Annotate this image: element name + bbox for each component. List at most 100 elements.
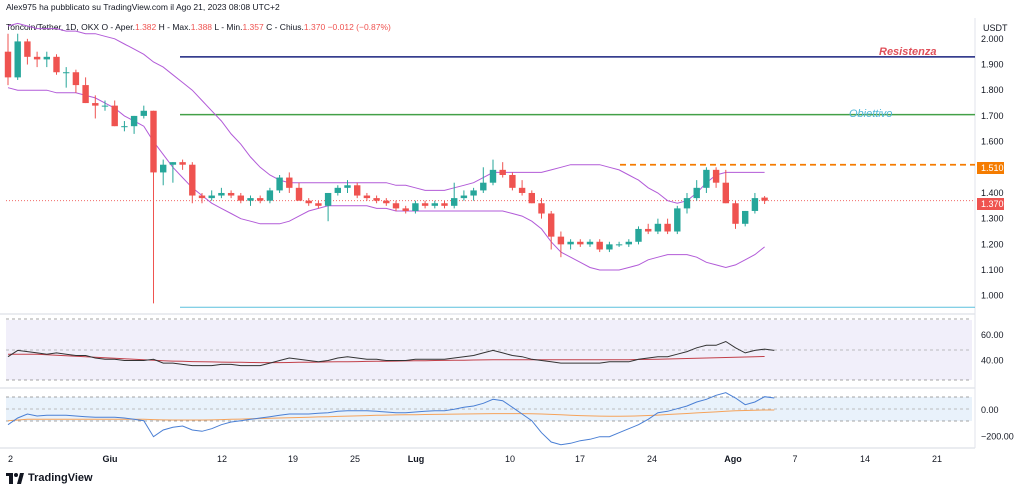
candle-body (363, 195, 371, 199)
open-value: 1.382 (134, 22, 157, 32)
price-tick-label: 1.400 (981, 188, 1004, 198)
close-label: C - Chius. (266, 22, 304, 32)
time-tick-label: 25 (350, 454, 360, 464)
candle-body (305, 200, 312, 204)
time-tick-label: Ago (724, 454, 742, 464)
candle-body (615, 244, 623, 246)
candle-body (4, 51, 12, 78)
candle-body (586, 241, 594, 245)
currency-label: USDT (983, 23, 1008, 33)
candle-body (160, 164, 167, 173)
low-value: 1.357 (242, 22, 264, 32)
time-tick-label: 10 (505, 454, 515, 464)
candle-body (334, 187, 341, 193)
candle-body (189, 164, 196, 196)
time-tick-label: 21 (932, 454, 942, 464)
osc-tick-label: −200.00 (981, 432, 1014, 442)
resistance-annotation: Resistenza (879, 46, 936, 58)
high-label: H - Max. (158, 22, 191, 32)
candle-body (412, 203, 419, 211)
candle-body (286, 177, 293, 188)
level-price-tag-bg (977, 162, 1004, 174)
time-tick-label: 7 (792, 454, 797, 464)
candle-body (130, 115, 138, 127)
rsi-tick-label: 60.00 (981, 330, 1004, 340)
publisher-text: Alex975 ha pubblicato su TradingView.com… (6, 2, 280, 12)
candle-body (101, 105, 109, 107)
candle-body (92, 103, 99, 106)
candle-body (392, 203, 400, 209)
candle-body (266, 190, 274, 201)
candle-body (761, 197, 768, 201)
candle-body (606, 244, 613, 250)
candle-body (683, 198, 691, 209)
candle-body (567, 241, 574, 245)
candle-body (237, 195, 244, 201)
last-price-tag-bg (977, 198, 1004, 210)
price-tick-label: 1.900 (981, 60, 1004, 70)
candle-body (111, 105, 118, 127)
candle-body (538, 203, 545, 214)
price-tick-label: 1.600 (981, 137, 1004, 147)
candle-body (645, 228, 652, 232)
candle-body (635, 228, 642, 242)
candle-body (732, 203, 739, 224)
close-value: 1.370 (303, 22, 326, 32)
candle-body (14, 41, 21, 78)
candle-body (218, 192, 225, 196)
change-value: −0.012 (−0.87%) (327, 22, 391, 32)
time-tick-label: 2 (8, 454, 13, 464)
high-value: 1.388 (190, 22, 213, 32)
last-price-tag: 1.370 (981, 199, 1004, 209)
tradingview-logo-icon (6, 472, 24, 484)
candle-body (460, 195, 468, 199)
symbol-text: Toncoin/Tether, 1D, OKX O - Aper. (6, 22, 135, 32)
candle-body (625, 241, 632, 245)
candle-body (53, 56, 60, 73)
candle-body (674, 208, 681, 232)
price-tick-label: 2.000 (981, 34, 1004, 44)
level-price-tag: 1.510 (981, 163, 1004, 173)
price-tick-label: 1.300 (981, 214, 1004, 224)
candle-body (431, 203, 438, 206)
publisher-line: Alex975 ha pubblicato su TradingView.com… (6, 2, 280, 12)
candle-body (703, 169, 710, 188)
candle-body (33, 56, 41, 60)
candle-body (63, 72, 70, 74)
time-tick-label: 12 (217, 454, 227, 464)
time-tick-label: 14 (860, 454, 870, 464)
oscillator-pane: 0.00 −200.00 (7, 392, 1014, 446)
candle-body (470, 190, 477, 196)
time-tick-label: 24 (647, 454, 657, 464)
candle-body (276, 177, 283, 191)
time-tick-label: Giu (103, 454, 118, 464)
candle-body (664, 223, 671, 232)
price-tick-label: 1.800 (981, 85, 1004, 95)
time-axis: 2 Giu 12 19 25 Lug 10 17 24 Ago 7 14 21 (8, 454, 942, 464)
rsi-tick-label: 40.00 (981, 356, 1004, 366)
candle-body (227, 192, 235, 196)
candle-body (383, 200, 390, 204)
candle-body (208, 195, 215, 199)
candle-body (82, 85, 89, 104)
candle-body (528, 192, 535, 204)
candle-body (43, 56, 50, 60)
candle-body (295, 187, 303, 201)
candle-body (354, 185, 361, 196)
time-tick-label: Lug (408, 454, 425, 464)
candle-body (344, 185, 351, 188)
candle-body (577, 241, 584, 245)
main-pane (4, 22, 975, 308)
candle-body (722, 182, 729, 204)
candle-body (402, 208, 409, 211)
bollinger-upper-line (7, 22, 765, 204)
price-tick-label: 1.200 (981, 239, 1004, 249)
tradingview-brand: TradingView (28, 472, 93, 484)
candle-body (441, 203, 448, 206)
candle-body (480, 182, 487, 191)
candle-body (693, 187, 700, 199)
candle-body (654, 223, 662, 232)
candle-body (518, 187, 526, 193)
candle-body (315, 203, 322, 206)
